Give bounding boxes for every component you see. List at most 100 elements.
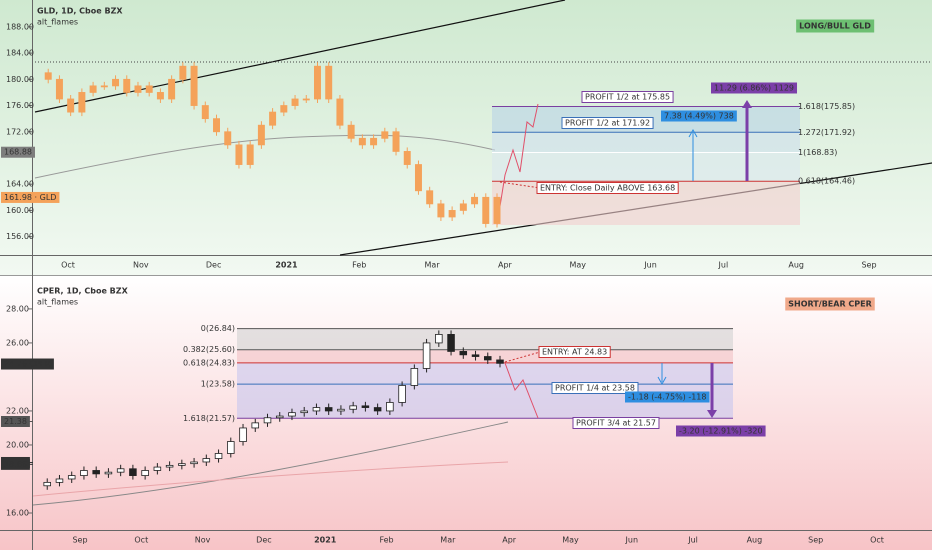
- y-tick-label: 172.00: [6, 127, 34, 136]
- candle: [224, 131, 232, 146]
- candle: [104, 471, 113, 475]
- candle: [214, 453, 223, 459]
- projection: [504, 362, 539, 419]
- candle: [386, 402, 394, 412]
- price-label: 21.38: [4, 417, 27, 426]
- candle: [190, 461, 198, 465]
- candle: [269, 111, 277, 126]
- candle: [370, 137, 378, 146]
- chart-subtitle: alt_flames: [37, 18, 78, 27]
- candle: [414, 164, 422, 192]
- fib-label: 1(168.83): [798, 148, 837, 157]
- x-tick-label: Sep: [861, 261, 876, 270]
- price-label-box: [1, 458, 30, 470]
- banner-box: [796, 19, 875, 33]
- annotation-box: [711, 82, 798, 94]
- x-tick-label: Mar: [440, 536, 456, 545]
- candle: [392, 131, 400, 152]
- candle: [168, 78, 176, 100]
- y-tick-label: 28.00: [6, 304, 29, 313]
- projection: [496, 103, 539, 226]
- moving-average: [32, 461, 509, 497]
- candle: [129, 468, 137, 476]
- candle: [302, 98, 310, 101]
- candle: [398, 385, 406, 403]
- candle: [324, 407, 333, 412]
- candle: [213, 118, 220, 133]
- annotation-box: [536, 182, 679, 194]
- price-label-box: [1, 146, 35, 158]
- candle: [156, 92, 164, 100]
- candle: [92, 470, 100, 475]
- candle: [100, 85, 108, 88]
- candle: [116, 468, 125, 473]
- candle: [493, 196, 501, 224]
- candle: [426, 190, 434, 205]
- candle: [179, 65, 187, 80]
- x-tick-label: Oct: [61, 261, 75, 270]
- x-tick-label: Feb: [352, 261, 366, 270]
- candle: [325, 65, 333, 100]
- annotation: -1.18 (-4.75%) -118: [628, 393, 706, 402]
- x-tick-label: Jul: [718, 261, 729, 270]
- x-tick-label: Dec: [256, 536, 271, 545]
- fib-label: 1(23.58): [201, 380, 235, 389]
- candle: [257, 124, 265, 146]
- candle: [141, 470, 149, 476]
- x-tick-label: 2021: [314, 536, 337, 545]
- y-tick-label: 180.00: [6, 75, 34, 84]
- candle: [496, 359, 504, 364]
- annotation-box: [551, 382, 639, 394]
- candle: [55, 78, 63, 100]
- y-tick-label: 156.00: [6, 232, 34, 241]
- entry-pointer: [499, 181, 541, 189]
- candle: [44, 72, 52, 80]
- candle: [381, 131, 389, 139]
- moving-average: [34, 134, 496, 179]
- fib-label: 1.618(175.85): [798, 102, 855, 111]
- candle: [314, 65, 321, 100]
- annotation: 11.29 (6.86%) 1129: [714, 84, 794, 93]
- candle: [43, 481, 52, 487]
- annotation-box: [661, 110, 737, 122]
- annotation-box: [561, 117, 654, 129]
- banner: LONG/BULL GLD: [799, 22, 871, 31]
- y-tick-label: 16.00: [6, 508, 29, 517]
- candle: [358, 137, 366, 146]
- candle: [67, 98, 75, 113]
- candle: [471, 354, 480, 357]
- candle: [251, 422, 260, 429]
- x-tick-label: Aug: [788, 261, 804, 270]
- candle: [190, 65, 198, 106]
- candle: [112, 78, 120, 87]
- annotation-box: [572, 417, 660, 429]
- x-tick-label: Sep: [808, 536, 823, 545]
- candle: [483, 356, 492, 361]
- x-tick-label: Oct: [870, 536, 884, 545]
- candle: [471, 196, 479, 205]
- candle: [300, 410, 308, 414]
- candle: [291, 98, 299, 106]
- candle: [153, 466, 162, 471]
- x-tick-label: Feb: [379, 536, 393, 545]
- arrow-head: [742, 100, 752, 108]
- annotation: 7.38 (4.49%) 738: [664, 112, 734, 121]
- moving-average: [32, 421, 509, 506]
- candle: [448, 210, 456, 218]
- arrow-head: [688, 128, 698, 138]
- annotation: -3.20 (-12.91%) -320: [679, 427, 763, 436]
- candle: [55, 478, 64, 483]
- annotation-box: [625, 391, 710, 403]
- candle: [78, 92, 86, 113]
- candle: [263, 417, 272, 424]
- annotation: ENTRY: Close Daily ABOVE 163.68: [540, 184, 675, 193]
- candle: [482, 196, 490, 224]
- candle: [178, 463, 186, 466]
- y-tick-label: 160.00: [6, 206, 34, 215]
- x-tick-label: Nov: [195, 536, 211, 545]
- candle: [280, 105, 288, 113]
- price-label: 18.86: [4, 460, 27, 469]
- x-tick-label: Apr: [502, 536, 517, 545]
- x-tick-label: Jun: [625, 536, 639, 545]
